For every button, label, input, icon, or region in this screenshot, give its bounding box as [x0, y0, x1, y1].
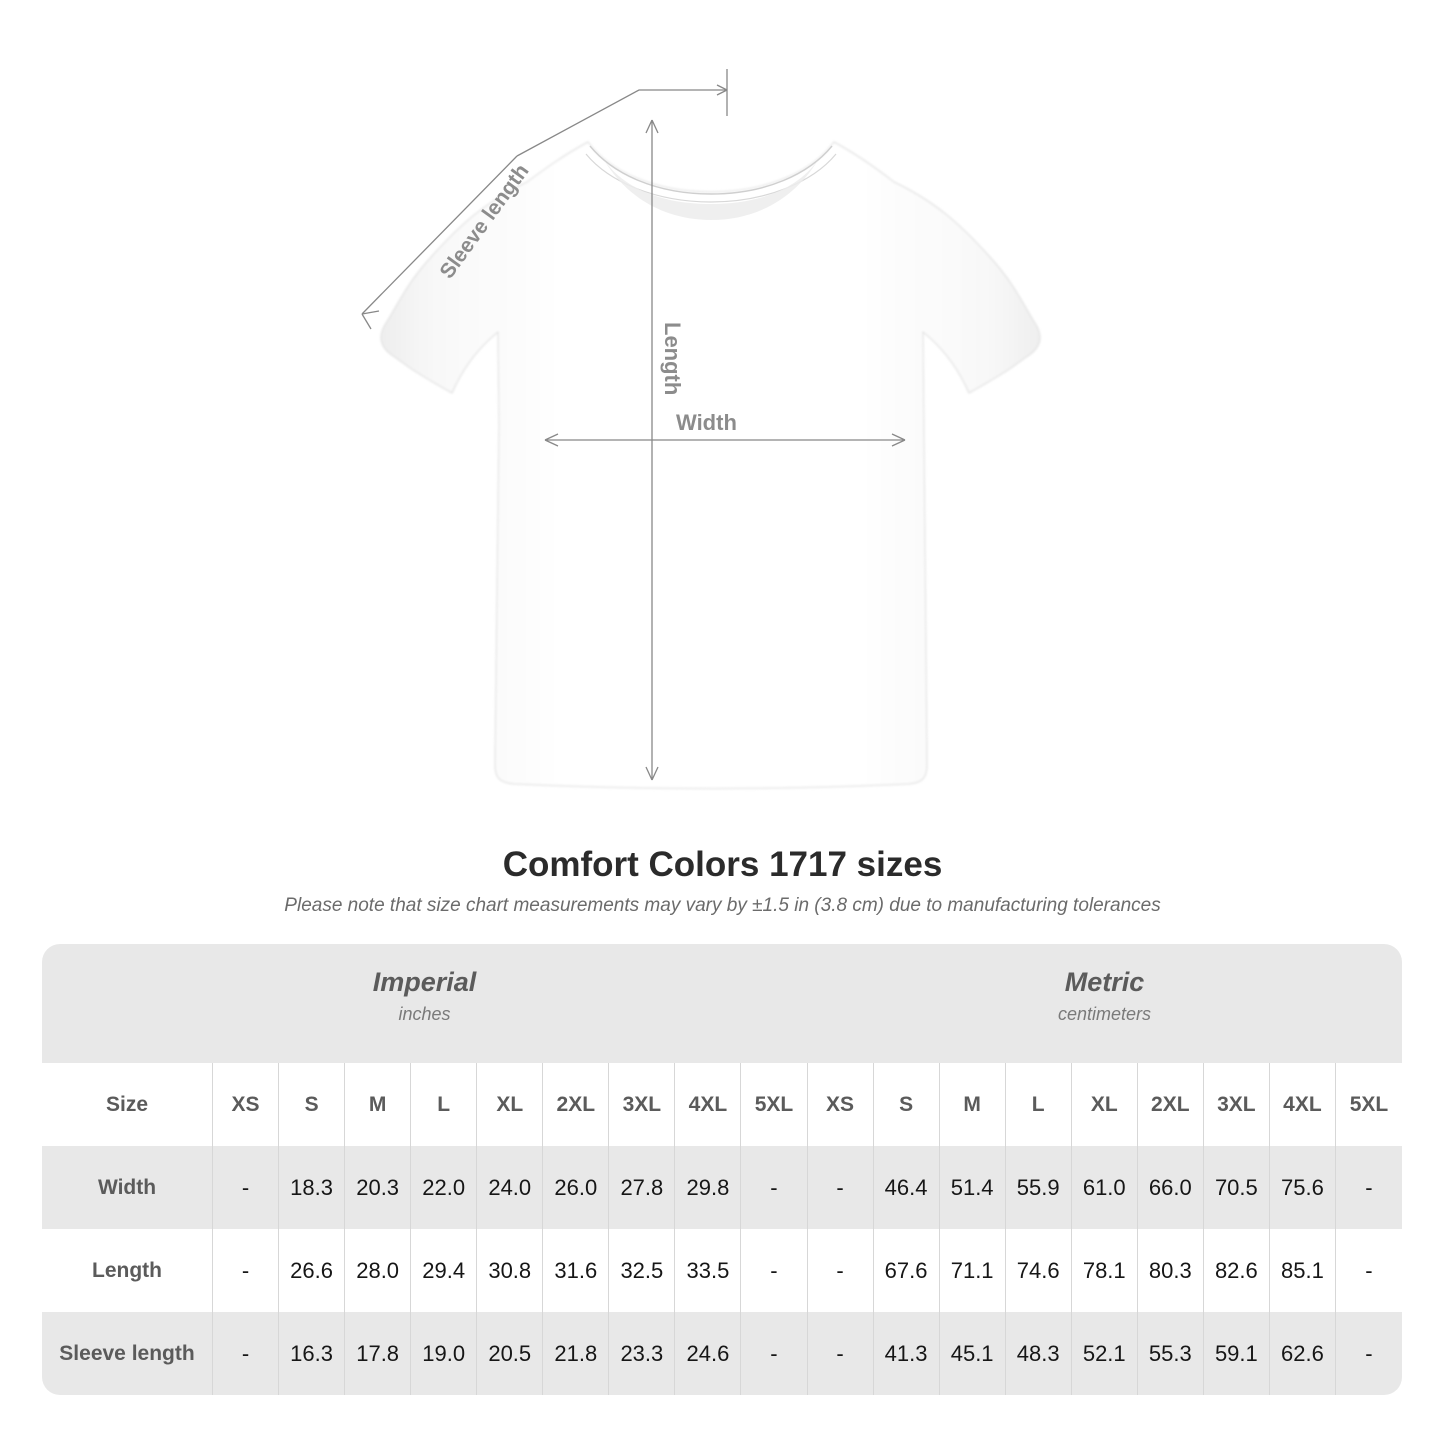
- svg-text:Width: Width: [676, 410, 737, 435]
- svg-text:Length: Length: [660, 322, 685, 395]
